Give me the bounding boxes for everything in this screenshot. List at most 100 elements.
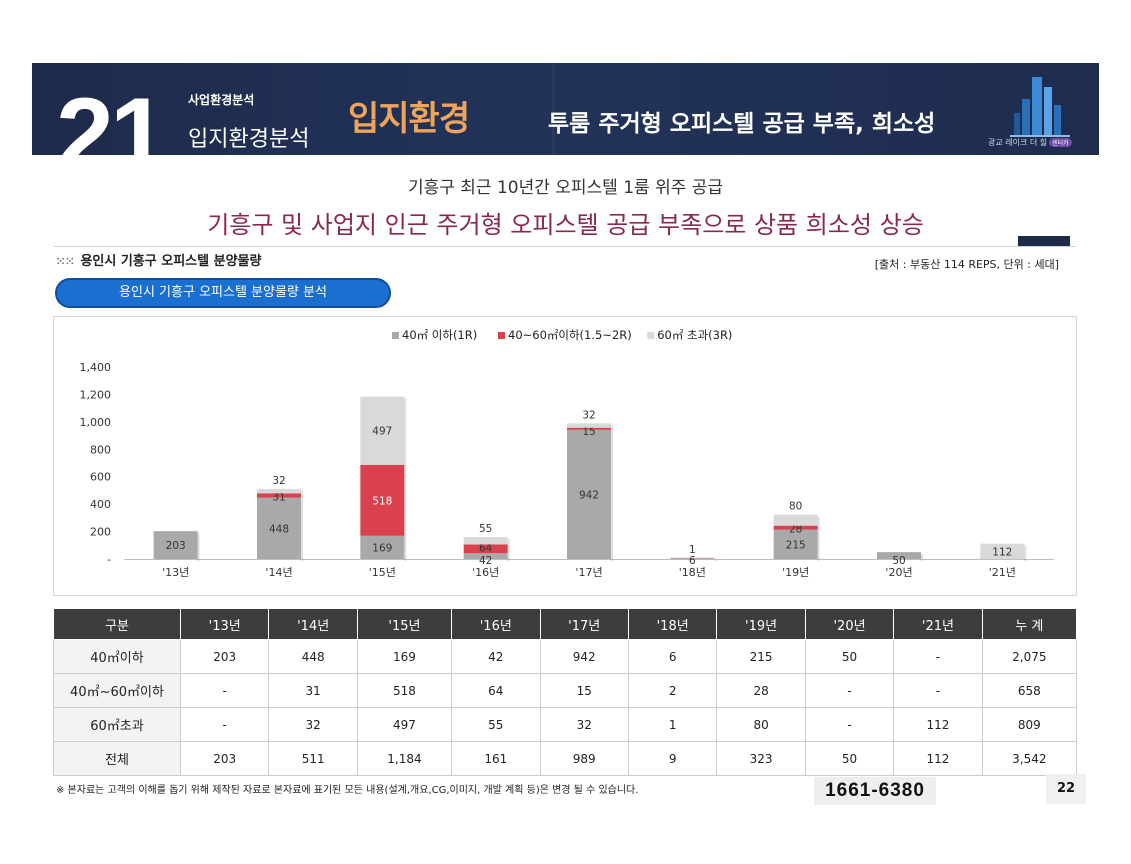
bar-segment [567,427,611,430]
data-label: 32 [272,475,285,487]
bar-segment [153,531,198,559]
table-cell: 28 [716,673,806,708]
table-cell: 809 [981,707,1078,742]
y-tick-label: 400 [90,498,111,511]
table-header-year: '17년 [539,608,629,640]
chart-box: 1,400 1,200 1,000 800 600 400 200 - 40㎡ 이하(1R) 40… [53,316,1077,596]
legend-swatch [392,332,399,339]
x-tick-label: '21년 [989,566,1016,579]
slogan: 기흥구 및 사업지 인근 주거형 오피스텔 공급 부족으로 상품 희소성 상승 [207,211,924,239]
table-cell: 64 [451,673,541,708]
footnote: ※ 본자료는 고객의 이해를 돕기 위해 제작된 자료로 본자료에 표기된 모든… [56,785,639,796]
table-cell: 161 [451,741,541,776]
table-cell: - [804,707,895,742]
data-label: 50 [892,555,905,567]
data-label: 55 [479,523,492,535]
row-label: 60㎡초과 [53,707,181,742]
x-tick-label: '17년 [575,566,602,579]
table-header-year: '19년 [716,608,806,640]
bar-segment [360,396,405,465]
table-cell: - [893,673,983,708]
table-header-year: '15년 [356,608,453,640]
data-label: 448 [269,523,289,535]
bar-segment [463,553,508,559]
row-label: 40㎡~60㎡이하 [53,673,181,708]
bar-shadow [197,533,200,561]
table-header-year: '14년 [268,608,358,640]
table-cell: 42 [451,639,541,674]
bar-shadow [611,431,613,561]
caption: 기흥구 최근 10년간 오피스텔 1룸 위주 공급 [407,178,724,198]
data-label: 28 [789,524,802,536]
table-row: 60㎡초과 -32 497 55 32 1 80-112 809 [53,707,1078,742]
bar-shadow [507,538,510,547]
bar-shadow [921,554,923,561]
table-cell: 989 [539,741,629,776]
table-cell: 323 [716,741,806,776]
data-label: 497 [372,426,392,438]
data-label: 64 [479,542,493,554]
bar-shadow [301,495,303,500]
bar-shadow [817,531,820,561]
data-label: 6 [689,555,696,567]
table-cell: 203 [179,741,270,776]
data-label: 518 [372,495,392,507]
table-row: 전체 203 511 1,184 161 989 9 323 50 112 3,542 [53,741,1078,776]
data-label: 112 [992,546,1012,558]
phone-number: 1661-6380 [814,777,936,805]
title-banner: 21 사업환경분석 입지환경분석 입지환경 투룸 주거형 오피스텔 공급 부족,… [32,63,1099,155]
table-row: 40㎡이하 203 448 169 42 942 6 215 50-2,075 [53,639,1078,674]
table-cell: 2 [627,673,718,708]
table-row: 40㎡~60㎡이하 -31 518 64 15 2 28- -658 [53,673,1078,708]
bar-shadow [817,527,820,532]
logo-text: 광교 레이크 더 힐 센터카 [988,137,1072,148]
table-cell: 169 [356,639,453,674]
table-cell: 55 [451,707,541,742]
category-small: 사업환경분석 [188,93,255,107]
bar-segment [567,423,611,428]
table-cell: 203 [179,639,270,674]
bar-segment [463,544,508,554]
bar-shadow [817,516,820,528]
data-label: 169 [372,542,392,554]
y-tick-label: 1,200 [80,388,112,401]
legend-swatch [498,332,505,339]
row-label: 전체 [53,741,181,776]
x-tick-label: '13년 [162,566,189,579]
data-label: 31 [272,491,285,503]
table-header-row: 구분 '13년 '14년 '15년 '16년 '17년 '18년 '19년 '20년 '21년 누 … [53,608,1078,640]
data-label: 215 [786,539,806,551]
section-title: ⁙⁙ 용인시 기흥구 오피스텔 분양물량 [56,254,262,269]
bar-shadow [404,537,407,561]
bar-segment [980,543,1025,559]
table-cell: 6 [627,639,718,674]
x-tick-label: '18년 [679,566,706,579]
table-cell: 1 [627,707,718,742]
grid-dots-icon: ⁙⁙ [56,255,75,268]
table-cell: 2,075 [981,639,1078,674]
table-cell: - [893,639,983,674]
table-header-label: 구분 [53,608,181,640]
data-label: 32 [582,409,595,421]
y-tick-label: 600 [90,471,111,484]
table-cell: 9 [627,741,718,776]
table-cell: 1,184 [356,741,453,776]
data-label: 15 [582,426,595,438]
bar-shadow [301,499,303,561]
bar-shadow [301,490,303,496]
bar-segment [670,558,715,559]
headline: 투룸 주거형 오피스텔 공급 부족, 희소성 [548,111,936,137]
bar-shadow [404,398,407,467]
data-label: 203 [166,540,186,552]
bar-shadow [507,546,510,556]
table-cell: 942 [539,639,629,674]
legend-label: 40~60㎡이하(1.5~2R) [508,328,632,342]
table-header-year: '21년 [893,608,983,640]
accent-bar [1018,236,1070,247]
legend-label: 40㎡ 이하(1R) [402,328,477,342]
x-tick-label: '20년 [885,566,912,579]
data-label: 1 [689,544,696,556]
bar-segment [257,488,301,494]
bar-segment [360,535,405,559]
highlight-title: 입지환경 [348,99,470,139]
